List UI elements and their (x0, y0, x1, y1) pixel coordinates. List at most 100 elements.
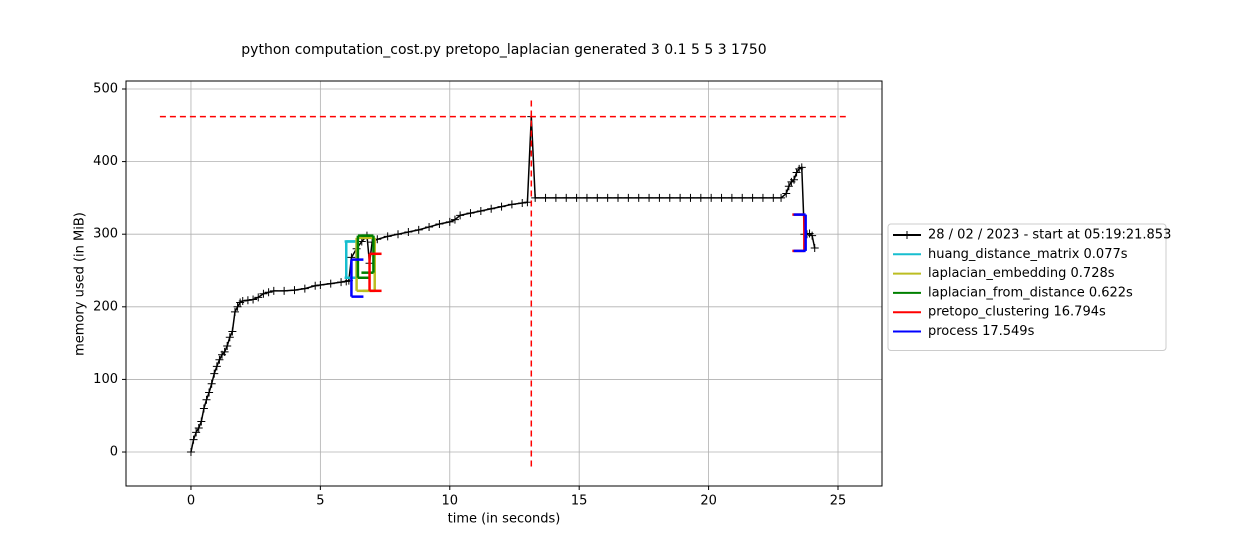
y-tick-label: 500 (93, 81, 118, 96)
point-marker (551, 193, 560, 202)
point-marker (186, 448, 195, 457)
point-marker (614, 193, 623, 202)
point-marker (311, 281, 320, 290)
point-marker (394, 230, 403, 239)
point-marker (634, 193, 643, 202)
point-marker (738, 193, 747, 202)
point-marker (425, 222, 434, 231)
point-marker (665, 193, 674, 202)
point-marker (225, 333, 234, 342)
point-marker (769, 193, 778, 202)
point-marker (205, 388, 214, 397)
plot-frame (125, 80, 883, 487)
point-marker (645, 193, 654, 202)
y-tick-label: 100 (93, 372, 118, 387)
point-marker (784, 182, 793, 191)
point-marker (414, 225, 423, 234)
point-marker (220, 347, 229, 356)
point-marker (269, 286, 278, 295)
y-tick-label: 300 (93, 227, 118, 242)
point-marker (230, 307, 239, 316)
point-marker (707, 193, 716, 202)
point-marker (808, 231, 817, 240)
point-marker (264, 288, 273, 297)
legend-marker (903, 231, 911, 239)
point-marker (202, 395, 211, 404)
point-marker (210, 369, 219, 378)
point-marker (238, 296, 247, 305)
point-marker (215, 355, 224, 364)
legend-label: 28 / 02 / 2023 - start at 05:19:21.853 (928, 228, 1171, 243)
point-marker (497, 202, 506, 211)
point-marker (192, 428, 201, 437)
legend-label: pretopo_clustering 16.794s (928, 305, 1106, 320)
point-marker (797, 163, 806, 172)
point-marker (541, 193, 550, 202)
point-marker (435, 220, 444, 229)
x-tick-label: 25 (830, 494, 847, 509)
point-marker (572, 193, 581, 202)
x-tick-label: 15 (571, 494, 588, 509)
point-marker (254, 293, 263, 302)
point-marker (686, 193, 695, 202)
point-marker (624, 193, 633, 202)
point-marker (727, 193, 736, 202)
point-marker (189, 435, 198, 444)
legend-label: huang_distance_matrix 0.077s (928, 247, 1128, 262)
point-marker (777, 193, 786, 202)
legend-box (887, 223, 1167, 351)
x-tick-label: 5 (316, 494, 324, 509)
point-marker (243, 296, 252, 305)
point-marker (717, 193, 726, 202)
point-marker (582, 193, 591, 202)
point-marker (476, 206, 485, 215)
point-marker (290, 286, 299, 295)
point-marker (207, 379, 216, 388)
chart-title: python computation_cost.py pretopo_lapla… (241, 42, 766, 58)
point-marker (487, 204, 496, 213)
x-tick-label: 10 (442, 494, 459, 509)
legend-label: laplacian_from_distance 0.622s (928, 285, 1133, 300)
point-marker (249, 295, 258, 304)
legend-label: process 17.549s (928, 324, 1035, 339)
point-marker (603, 193, 612, 202)
point-marker (337, 278, 346, 287)
point-marker (259, 289, 268, 298)
point-marker (696, 193, 705, 202)
point-marker (466, 209, 475, 218)
point-marker (758, 193, 767, 202)
point-marker (450, 215, 459, 224)
point-marker (790, 175, 799, 184)
point-marker (194, 424, 203, 433)
point-marker (228, 327, 237, 336)
point-marker (676, 193, 685, 202)
point-marker (445, 217, 454, 226)
point-marker (523, 198, 532, 207)
point-marker (199, 404, 208, 413)
legend-label: laplacian_embedding 0.728s (928, 266, 1115, 281)
x-tick-label: 0 (187, 494, 195, 509)
point-marker (212, 362, 221, 371)
x-axis-label: time (in seconds) (448, 512, 561, 527)
y-tick-label: 200 (93, 299, 118, 314)
point-marker (810, 243, 819, 252)
point-marker (316, 281, 325, 290)
point-marker (593, 193, 602, 202)
x-tick-label: 20 (700, 494, 717, 509)
point-marker (404, 228, 413, 237)
point-marker (326, 279, 335, 288)
point-marker (655, 193, 664, 202)
point-marker (507, 200, 516, 209)
point-marker (280, 286, 289, 295)
point-marker (748, 193, 757, 202)
point-marker (197, 417, 206, 426)
point-marker (562, 193, 571, 202)
point-marker (782, 189, 791, 198)
point-marker (300, 284, 309, 293)
point-marker (223, 342, 232, 351)
y-axis-label: memory used (in MiB) (73, 212, 88, 356)
point-marker (518, 198, 527, 207)
point-marker (531, 193, 540, 202)
point-marker (456, 211, 465, 220)
